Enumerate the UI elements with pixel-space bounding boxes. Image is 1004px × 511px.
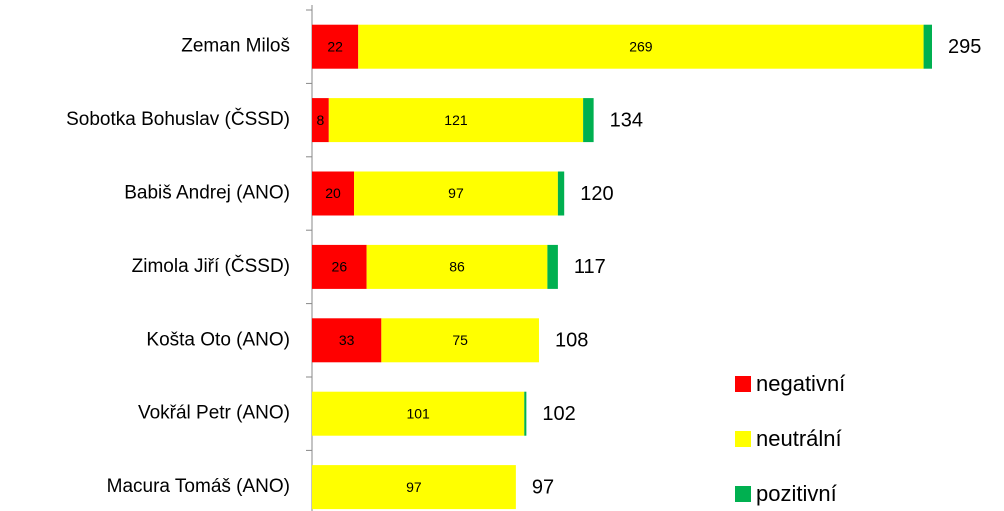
legend-label: neutrální [756, 426, 842, 451]
data-label: 121 [444, 112, 468, 128]
total-label: 134 [610, 109, 643, 131]
bar-segment [312, 318, 382, 363]
category-label: Košta Oto (ANO) [146, 329, 290, 350]
total-label: 102 [542, 403, 575, 425]
data-label: 269 [629, 38, 653, 54]
legend-label: negativní [756, 371, 845, 396]
data-label: 33 [339, 332, 355, 348]
bar-segment [312, 391, 525, 436]
category-label: Vokřál Petr (ANO) [138, 403, 290, 424]
bar-segment [328, 98, 584, 143]
category-label: Zimola Jiří (ČSSD) [132, 255, 290, 277]
category-label: Zeman Miloš [181, 36, 290, 57]
data-label: 101 [406, 405, 430, 421]
data-label: 26 [332, 259, 348, 275]
legend-swatch [735, 431, 751, 447]
bar-segment [358, 24, 924, 69]
bar-segment [312, 465, 516, 510]
data-label: 86 [449, 259, 465, 275]
total-label: 295 [948, 36, 981, 58]
bar-segment [312, 98, 329, 143]
bar-segment [381, 318, 539, 363]
data-label: 20 [325, 185, 341, 201]
data-label: 97 [448, 185, 464, 201]
bar-segment [557, 171, 565, 216]
bar-segment [583, 98, 594, 143]
category-label: Babiš Andrej (ANO) [124, 183, 290, 204]
data-label: 97 [406, 479, 422, 495]
total-label: 120 [580, 183, 613, 205]
total-label: 117 [574, 256, 606, 278]
bar-segment [312, 171, 355, 216]
data-label: 22 [327, 38, 343, 54]
legend-swatch [735, 486, 751, 502]
bar-segment [524, 391, 527, 436]
category-label: Macura Tomáš (ANO) [107, 476, 290, 497]
category-label: Sobotka Bohuslav (ČSSD) [66, 108, 290, 130]
bar-segment [366, 244, 548, 289]
bar-segment [312, 24, 359, 69]
legend-swatch [735, 376, 751, 392]
total-label: 108 [555, 330, 588, 352]
bar-segment [923, 24, 932, 69]
bar-segment [354, 171, 558, 216]
bar-segment [547, 244, 558, 289]
legend-label: pozitivní [756, 481, 837, 506]
bar-segment [312, 244, 367, 289]
data-label: 8 [317, 112, 325, 128]
data-label: 75 [452, 332, 468, 348]
total-label: 97 [532, 476, 554, 498]
